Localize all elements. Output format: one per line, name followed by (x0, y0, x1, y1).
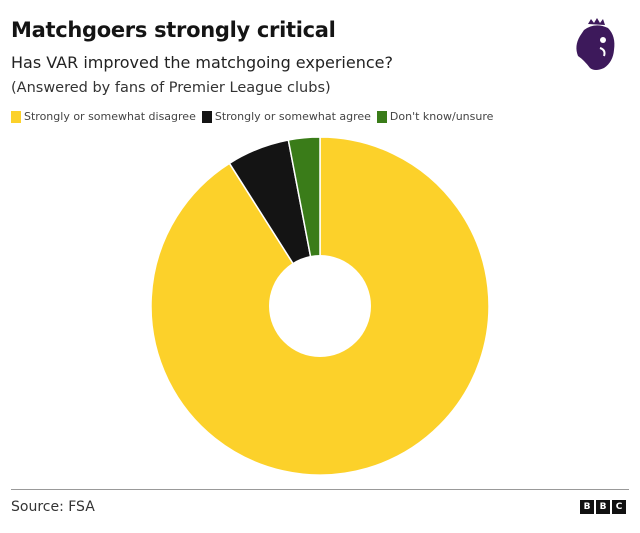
chart-subtitle: Has VAR improved the matchgoing experien… (11, 53, 393, 72)
legend-swatch (376, 110, 387, 123)
bbc-letter: B (596, 500, 610, 514)
legend-label: Don't know/unsure (389, 110, 494, 123)
source-text: Source: FSA (11, 499, 95, 515)
legend-item-unsure: Don't know/unsure (376, 110, 494, 123)
donut-slice (150, 136, 490, 476)
chart-title: Matchgoers strongly critical (11, 18, 336, 42)
bbc-logo: B B C (580, 500, 626, 514)
legend: Strongly or somewhat disagree Strongly o… (11, 110, 499, 123)
legend-swatch (201, 110, 212, 123)
legend-item-agree: Strongly or somewhat agree (201, 110, 371, 123)
legend-label: Strongly or somewhat disagree (24, 110, 196, 123)
donut-hole (269, 255, 371, 357)
chart-note: (Answered by fans of Premier League club… (11, 80, 331, 96)
bbc-letter: B (580, 500, 594, 514)
bbc-letter: C (612, 500, 626, 514)
legend-label: Strongly or somewhat agree (214, 110, 371, 123)
legend-swatch (11, 110, 21, 123)
footer-divider (11, 489, 629, 490)
premier-league-lion-icon (576, 18, 615, 70)
legend-item-disagree: Strongly or somewhat disagree (11, 110, 196, 123)
